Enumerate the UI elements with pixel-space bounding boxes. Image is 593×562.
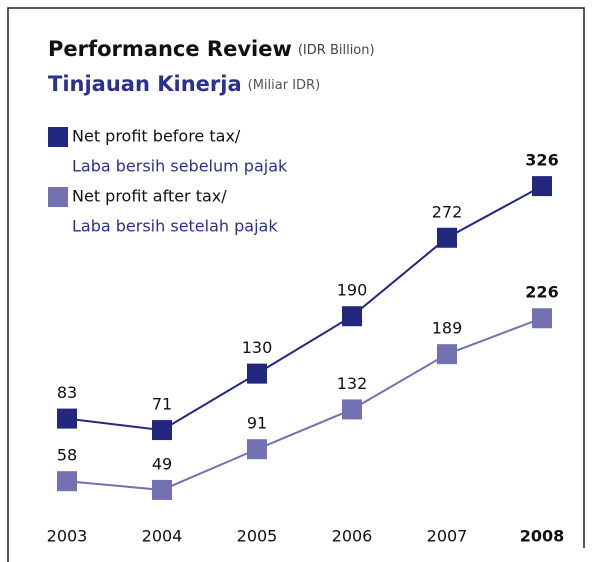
x-tick-label: 2004 [142,527,183,546]
data-label: 91 [247,414,267,433]
subtitle: Tinjauan Kinerja [48,72,242,96]
legend-label-local: Laba bersih sebelum pajak [72,157,288,176]
x-tick-label: 2003 [47,527,88,546]
x-tick-label: 2005 [237,527,278,546]
legend-label: Net profit after tax/ [72,187,227,206]
data-point [437,227,457,248]
data-point [532,176,552,197]
frame [7,7,585,562]
data-label: 189 [432,319,463,338]
data-label: 71 [152,395,172,414]
subtitle-unit: (Miliar IDR) [248,78,321,93]
data-point [532,308,552,329]
data-label: 326 [525,151,558,170]
title: Performance Review [48,37,292,61]
data-point [247,363,267,384]
data-label: 226 [525,283,558,302]
data-label: 132 [337,374,368,393]
data-point [342,306,362,327]
x-tick-label: 2008 [520,527,565,546]
data-point [342,399,362,420]
data-label: 272 [432,202,463,221]
data-label: 190 [337,281,368,300]
data-point [152,420,172,441]
data-point [57,471,77,492]
data-point [152,479,172,500]
data-point [247,439,267,460]
title-unit: (IDR Billion) [298,43,375,58]
data-label: 83 [57,383,77,402]
legend-swatch [48,127,68,147]
x-tick-label: 2006 [332,527,373,546]
data-label: 49 [152,454,172,473]
legend-label: Net profit before tax/ [72,127,241,146]
data-label: 58 [57,446,77,465]
data-label: 130 [242,338,273,357]
chart-subtitle: Tinjauan Kinerja (Miliar IDR) [48,72,320,96]
legend-swatch [48,187,68,207]
data-point [57,408,77,429]
chart-title: Performance Review (IDR Billion) [48,37,375,61]
legend-label-local: Laba bersih setelah pajak [72,217,278,236]
series-line [66,185,543,432]
data-point [437,344,457,365]
series-line [66,317,543,491]
x-tick-label: 2007 [427,527,468,546]
